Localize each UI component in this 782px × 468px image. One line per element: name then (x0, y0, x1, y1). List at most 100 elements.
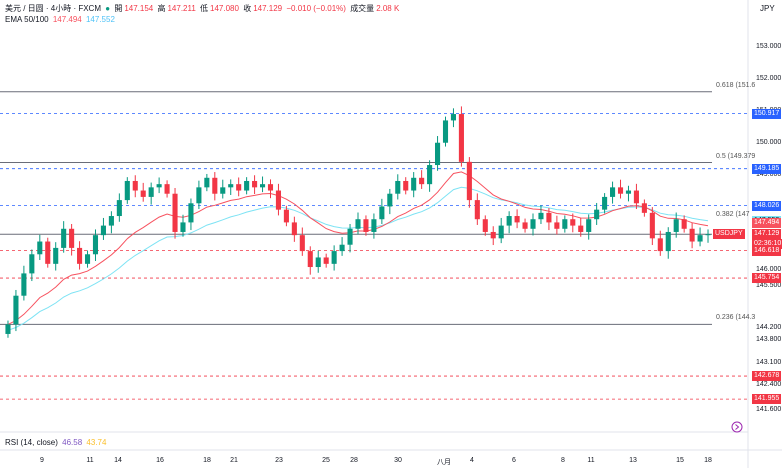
candle-body (570, 219, 576, 226)
price-tag-value: 146.618 (754, 246, 780, 254)
candle-body (657, 238, 663, 252)
candle-body (546, 212, 552, 223)
candle-body (673, 219, 679, 232)
time-axis-label: 16 (156, 457, 164, 464)
candle-body (466, 161, 472, 201)
fib-label: 0.618 (151.6 (716, 82, 755, 89)
price-tag-value: 141.955 (754, 395, 780, 403)
candle-body (649, 212, 655, 239)
time-axis-label: 11 (86, 457, 94, 464)
candle-body (554, 222, 560, 229)
candle-body (562, 219, 568, 229)
high-value: 147.211 (167, 4, 196, 13)
candle-body (108, 216, 114, 226)
candle-body (100, 225, 106, 236)
candle-body (259, 184, 266, 188)
candle-body (148, 187, 154, 197)
candle-body (610, 187, 616, 197)
close-label: 收 (243, 4, 252, 13)
candle-body (411, 177, 417, 191)
price-tag: 146.618 (752, 245, 782, 256)
price-tag: 149.185 (752, 163, 782, 174)
candle-body (275, 190, 281, 210)
price-axis-label: 146.000 (756, 266, 782, 274)
candle-body (323, 257, 329, 264)
time-axis-label: 11 (587, 457, 595, 464)
low-value: 147.080 (210, 4, 239, 13)
price-tag-value: 147.494 (754, 218, 780, 226)
change-value: −0.010 (−0.01%) (286, 4, 346, 13)
price-tag: 147.129 (752, 229, 782, 240)
candle-body (212, 177, 218, 194)
time-axis-label: 23 (275, 457, 283, 464)
candle-body (45, 241, 51, 264)
candle-body (458, 114, 464, 162)
candle-body (705, 234, 711, 236)
fib-price: (144.3 (733, 314, 756, 322)
price-tag-value: 147.129 (754, 230, 780, 238)
candle-body (236, 184, 242, 191)
candle-body (13, 295, 19, 325)
candle-body (514, 216, 520, 223)
price-axis-label: 145.500 (756, 282, 782, 290)
currency-label[interactable]: JPY (760, 4, 775, 13)
fib-level: 0.5 (716, 152, 726, 160)
candle-body (681, 219, 687, 229)
candle-body (347, 228, 353, 245)
candle-body (403, 180, 409, 191)
candle-body (641, 203, 647, 213)
candle-body (220, 187, 226, 194)
time-axis-label: 9 (40, 457, 44, 464)
time-axis-label: 八月 (437, 459, 451, 466)
low-label: 低 (200, 4, 209, 13)
candle-body (77, 247, 83, 264)
candles-layer (5, 106, 711, 338)
candle-body (586, 219, 592, 232)
ema-legend[interactable]: EMA 50/100 147.494 147.552 (5, 15, 117, 24)
price-axis-label: 152.000 (756, 74, 782, 82)
candle-body (522, 222, 528, 229)
alert-icon[interactable] (731, 421, 743, 433)
candle-body (331, 251, 337, 264)
volume-value: 2.08 K (376, 4, 400, 13)
candle-body (435, 142, 441, 166)
candle-body (92, 235, 99, 255)
candle-body (299, 235, 305, 252)
candle-body (339, 244, 345, 252)
price-tag: 147.494 (752, 217, 782, 228)
candle-body (689, 228, 695, 242)
candle-body (164, 184, 170, 194)
rsi-legend[interactable]: RSI (14, close) 46.58 43.74 (5, 438, 108, 447)
price-axis-label: 150.000 (756, 138, 782, 146)
candle-body (188, 203, 194, 223)
price-tag-value: 145.754 (754, 274, 780, 282)
candle-body (53, 247, 59, 264)
price-tag: 142.678 (752, 371, 782, 382)
ohlc-legend[interactable]: 美元 / 日圆 · 4小時 · FXCM ● 開 147.154 高 147.211… (5, 3, 401, 14)
time-axis-label: 13 (629, 457, 637, 464)
candle-body (442, 120, 449, 143)
candle-body (355, 219, 361, 229)
candle-body (116, 200, 122, 217)
levels-layer (0, 91, 748, 400)
price-tag: 148.026 (752, 200, 782, 211)
candle-body (307, 251, 313, 268)
candle-body (37, 241, 43, 255)
open-label: 開 (114, 4, 123, 13)
candle-body (140, 190, 146, 197)
time-axis-label: 15 (676, 457, 684, 464)
candle-body (602, 196, 608, 210)
fib-level: 0.236 (716, 314, 734, 322)
price-tag: 141.955 (752, 394, 782, 405)
candle-body (506, 216, 512, 226)
open-value: 147.154 (124, 4, 154, 13)
symbol-title[interactable]: 美元 / 日圆 · 4小時 · FXCM (5, 4, 101, 13)
time-axis-label: 28 (350, 457, 358, 464)
candle-body (315, 257, 321, 268)
ema50-line (7, 171, 709, 325)
price-axis-label: 143.800 (756, 336, 782, 344)
fib-label: 0.236 (144.3 (716, 314, 755, 321)
candle-body (594, 209, 600, 220)
